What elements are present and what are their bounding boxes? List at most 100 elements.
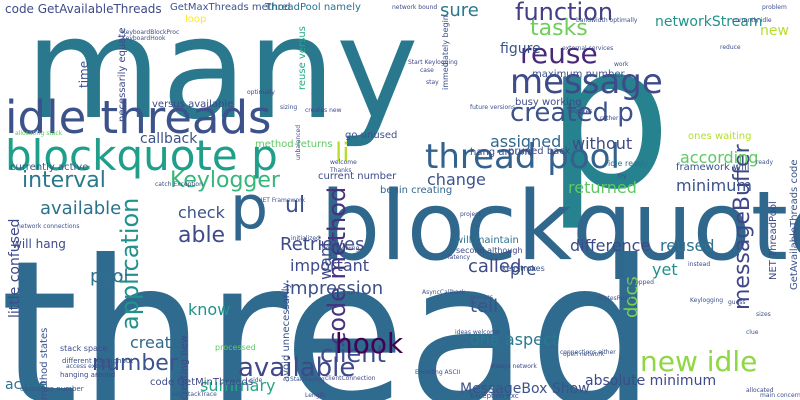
cloud-word: little confused [7,218,23,318]
cloud-word: difference [570,236,651,255]
cloud-word: method returns [255,139,333,150]
cloud-word: sizes [756,311,771,318]
cloud-word: assigned [490,132,562,151]
cloud-word: blockquote [320,172,800,282]
cloud-word: code GetAvailableThreads [5,2,162,16]
cloud-word: idle ready [608,159,648,168]
cloud-word: create [130,333,181,352]
cloud-word: busy working [515,97,582,108]
cloud-word: message [510,62,663,102]
cloud-word: currently active [10,162,89,173]
cloud-word: minimum [676,176,752,195]
cloud-word: rather [600,115,619,122]
cloud-word: Encoding ASCII [415,369,461,376]
cloud-word: exc StackTrace [172,391,217,398]
cloud-word: many [25,0,419,151]
cloud-word: reduce [720,44,741,51]
cloud-word: available [238,353,356,383]
cloud-word: pruned back [508,146,571,157]
cloud-word: chopped [628,279,654,286]
cloud-word: maximum number [532,69,625,80]
cloud-word: versus available [152,99,234,110]
cloud-word: figure [500,41,541,57]
cloud-word: hook [335,327,404,360]
cloud-word: hang around [470,147,534,158]
cloud-word: clue [746,329,759,336]
cloud-word: optimally [247,89,275,96]
cloud-word: pool slowing [322,245,360,252]
cloud-word: network bound [392,4,438,11]
cloud-word: called [468,256,522,277]
cloud-word: loop [185,14,207,25]
cloud-word: begin creating [380,185,453,196]
cloud-word: callback [140,131,198,147]
cloud-word: one aspect [470,330,559,349]
cloud-word: interval [22,168,106,193]
cloud-word: number [92,351,178,376]
cloud-word: ThreadPool namely [265,2,361,13]
cloud-word: unbalanced [295,124,302,160]
cloud-word: requires [568,108,593,115]
cloud-word: initialized [291,235,320,242]
cloud-word: external services [562,45,614,52]
cloud-word: reused [660,236,715,255]
cloud-word: framework will [676,162,750,173]
cloud-word: thread [0,218,656,400]
cloud-word: MessageBox Show [460,381,590,397]
cloud-word: change [427,170,486,189]
cloud-word: ideas welcome [455,329,500,336]
cloud-word: processed [215,343,256,352]
cloud-word: important [290,256,370,275]
cloud-word: nBytesRead [596,295,632,302]
cloud-word: ones waiting [688,131,752,142]
cloud-word: function [515,0,614,26]
cloud-word: pool [90,266,129,287]
cloud-word: know [188,300,231,319]
cloud-word: ul [285,193,306,218]
cloud-word: sizing [280,104,298,111]
cloud-word: case [420,67,434,74]
cloud-word: Retrieves [280,234,365,255]
cloud-word: returned [568,178,637,197]
cloud-word: idle threads [5,91,272,144]
cloud-word: networkStream [655,14,763,30]
cloud-word: creates new [305,107,342,114]
cloud-word: allocated [746,387,774,394]
cloud-word: always network [490,363,537,370]
cloud-word: side [250,377,263,384]
cloud-word: try [618,173,627,180]
cloud-word: problem [762,4,787,11]
cloud-word: client [320,340,386,368]
cloud-word: time [77,60,91,88]
cloud-word: will hang [12,237,66,251]
cloud-word: go unused [345,130,398,141]
cloud-word: allocating stack [15,130,63,137]
cloud-word: p [545,1,672,234]
cloud-word: code GetMinThreads [150,377,254,388]
cloud-word: keystrokes [502,264,545,273]
cloud-word: tell [470,296,499,317]
cloud-word: created p [510,98,634,128]
cloud-word: excessive number [20,385,84,393]
cloud-word: available [40,198,122,219]
cloud-word: second although [456,246,523,255]
cloud-word: hanging around [60,371,116,379]
cloud-word: stack space [60,344,108,353]
cloud-word: process [470,294,494,301]
cloud-word: pre [510,260,537,279]
cloud-word: thread pool [425,137,620,177]
cloud-word: project [460,211,481,218]
cloud-word: guess [728,299,746,306]
cloud-word: bandwidth optimally [576,17,638,24]
cloud-word: Length [305,392,326,399]
cloud-word: current number [318,171,397,182]
cloud-word: immediately begin [441,15,450,90]
cloud-word: new idle [640,345,758,378]
cloud-word: Keylogging [690,297,724,304]
cloud-word: Exception exc [470,392,519,400]
cloud-word: different throughput [62,357,134,365]
cloud-word: GetMaxThreads method [170,2,291,13]
cloud-word: will maintain [455,235,519,246]
cloud-word: ready [756,159,774,166]
